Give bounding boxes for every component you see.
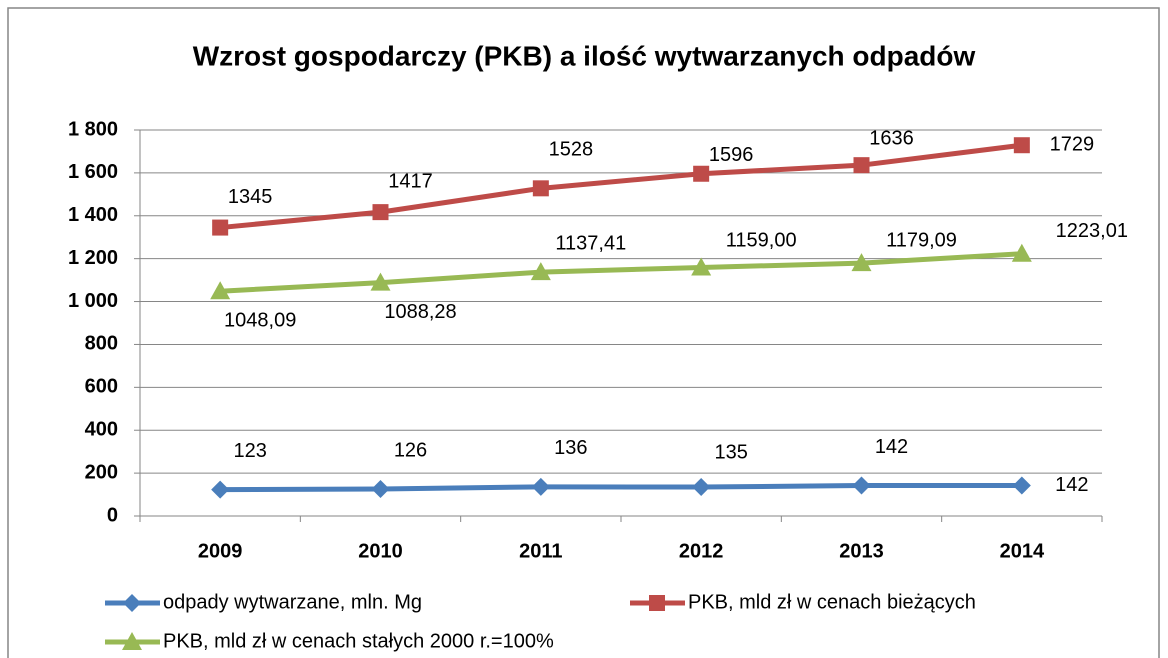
- data-label: 1729: [1050, 134, 1095, 156]
- y-tick-label: 1 000: [68, 290, 118, 312]
- data-label: 142: [875, 436, 908, 458]
- legend-label: odpady wytwarzane, mln. Mg: [163, 591, 422, 613]
- point-marker: [211, 480, 230, 499]
- y-tick-label: 1 400: [68, 204, 118, 226]
- point-marker: [531, 477, 550, 496]
- legend-label: PKB, mld zł w cenach bieżących: [688, 591, 976, 613]
- data-label: 1137,41: [555, 232, 626, 254]
- point-marker: [532, 180, 549, 197]
- x-tick-label: 2010: [358, 540, 403, 562]
- data-label: 1088,28: [384, 301, 456, 323]
- series-line: [219, 142, 1023, 231]
- data-label: 1596: [709, 144, 754, 166]
- point-marker: [1012, 476, 1031, 495]
- y-tick-label: 600: [85, 376, 118, 398]
- chart-title: Wzrost gospodarczy (PKB) a ilość wytwarz…: [193, 40, 976, 71]
- x-tick-label: 2012: [679, 540, 724, 562]
- point-marker: [212, 219, 229, 236]
- data-label: 1223,01: [1056, 220, 1128, 242]
- data-label: 1636: [869, 127, 914, 149]
- x-tick-label: 2013: [839, 540, 884, 562]
- point-marker: [693, 165, 710, 182]
- x-tick-label: 2014: [1000, 540, 1045, 562]
- data-label: 126: [394, 439, 427, 461]
- y-tick-label: 1 200: [68, 247, 118, 269]
- legend-marker: [649, 595, 665, 611]
- series-line: [220, 483, 1022, 493]
- point-marker: [530, 262, 551, 281]
- data-label: 142: [1055, 474, 1088, 496]
- x-tick-label: 2009: [198, 540, 243, 562]
- point-marker: [851, 253, 872, 272]
- x-tick-label: 2011: [519, 540, 562, 562]
- data-label: 1159,00: [726, 230, 797, 252]
- data-label: 1417: [388, 170, 433, 192]
- point-marker: [372, 204, 389, 221]
- data-label: 135: [714, 441, 747, 463]
- y-tick-label: 800: [85, 333, 118, 355]
- y-tick-label: 400: [85, 419, 118, 441]
- point-marker: [853, 157, 870, 174]
- legend-marker: [123, 594, 141, 612]
- point-marker: [1013, 137, 1030, 154]
- data-label: 123: [233, 440, 266, 462]
- data-label: 1528: [549, 139, 594, 161]
- chart-frame: [7, 7, 1160, 658]
- point-marker: [1011, 243, 1032, 262]
- legend-label: PKB, mld zł w cenach stałych 2000 r.=100…: [163, 630, 554, 652]
- y-tick-label: 0: [107, 504, 118, 526]
- point-marker: [691, 257, 712, 276]
- point-marker: [692, 478, 711, 497]
- point-marker: [370, 272, 391, 291]
- point-marker: [852, 476, 871, 495]
- data-label: 1179,09: [886, 229, 957, 251]
- series-line: [220, 251, 1022, 294]
- data-label: 1345: [228, 186, 273, 208]
- y-tick-label: 1 600: [68, 161, 118, 183]
- legend-marker: [122, 632, 142, 650]
- y-tick-label: 1 800: [68, 118, 118, 140]
- data-label: 136: [554, 437, 587, 459]
- point-marker: [371, 479, 390, 498]
- y-tick-label: 200: [85, 461, 118, 483]
- point-marker: [210, 281, 231, 300]
- data-label: 1048,09: [224, 310, 296, 332]
